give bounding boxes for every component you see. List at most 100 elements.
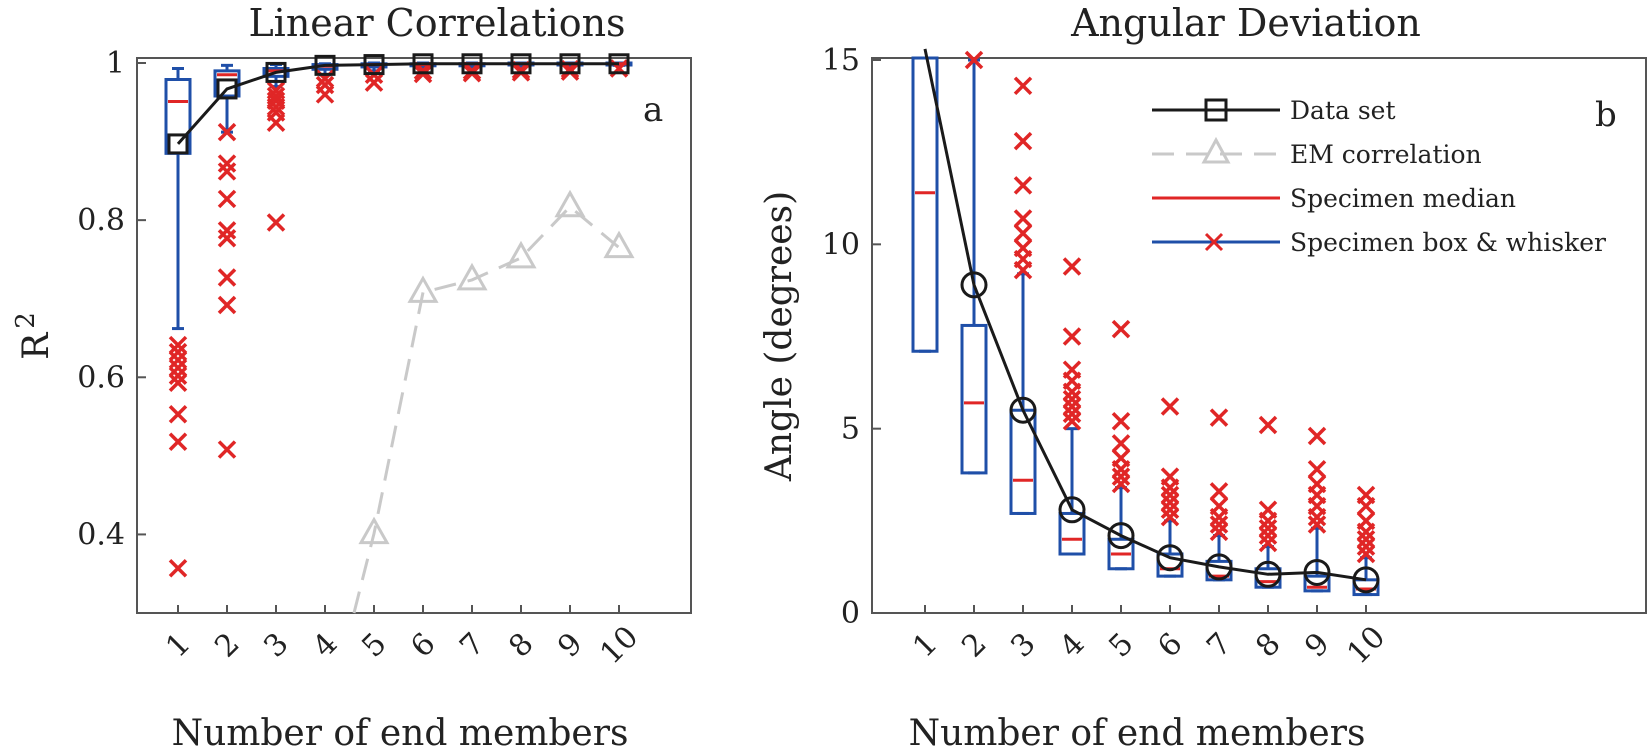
outlier-marker <box>1307 507 1327 527</box>
panel-a-ylabel-superscript: 2 <box>11 312 41 329</box>
y-tick-label: 10 <box>822 227 860 262</box>
x-tick-label: 1 <box>159 626 197 664</box>
em-correlation-line <box>352 204 620 614</box>
outlier-marker <box>1160 485 1180 505</box>
outlier-marker <box>1013 76 1033 96</box>
outlier-stroke <box>1062 404 1082 424</box>
outlier-stroke <box>1013 224 1033 243</box>
outlier-stroke <box>1111 319 1131 339</box>
outlier-stroke <box>1013 131 1033 151</box>
outlier-stroke <box>1356 530 1376 549</box>
x-tick-label: 9 <box>551 626 589 664</box>
x-tick-label: 3 <box>1004 626 1042 664</box>
outlier-stroke <box>964 50 984 70</box>
outlier-stroke <box>1111 412 1131 431</box>
panel-b-ylabel: Angle (degrees) <box>759 191 800 482</box>
dataset-marker <box>608 53 630 75</box>
outlier-stroke <box>1160 478 1180 497</box>
em-marker <box>358 516 390 545</box>
outlier-stroke <box>1062 389 1082 409</box>
panel-b-plot-area <box>871 57 1647 614</box>
outlier-stroke <box>1160 507 1180 527</box>
outlier-marker <box>1209 515 1229 534</box>
x-tick-label: 9 <box>1298 626 1336 664</box>
outlier-stroke <box>1209 482 1229 501</box>
outlier-marker <box>1160 500 1180 520</box>
dataset-marker <box>1107 522 1135 550</box>
outlier-stroke <box>315 85 335 104</box>
outlier-stroke <box>217 162 237 181</box>
outlier-marker <box>1111 412 1131 431</box>
outlier-marker <box>1258 415 1278 435</box>
outlier-marker <box>168 373 188 393</box>
outlier-stroke <box>266 97 286 117</box>
outlier-marker <box>1111 459 1131 479</box>
outlier-marker <box>217 154 237 173</box>
outlier-marker <box>1013 131 1033 151</box>
outlier-marker <box>1062 412 1082 431</box>
dataset-line <box>176 62 619 145</box>
outlier-marker <box>1111 319 1131 339</box>
outlier-stroke <box>1356 522 1376 542</box>
outlier-stroke <box>1356 544 1376 564</box>
outlier-stroke <box>1258 511 1278 531</box>
x-tick-label: 7 <box>453 626 491 664</box>
outlier-stroke <box>1062 382 1082 402</box>
outlier-stroke <box>1111 434 1131 453</box>
panel-a: Linear Correlations 0.40.60.811 2 3 4 5 6 7 8 9 1… <box>11 1 692 750</box>
outlier-marker <box>217 162 237 181</box>
outlier-marker <box>1258 511 1278 531</box>
outlier-marker <box>1062 257 1082 276</box>
x-tick-label: 8 <box>502 626 540 664</box>
legend-dataset-marker <box>1204 98 1228 122</box>
outlier-stroke <box>168 350 188 370</box>
box <box>1303 574 1331 593</box>
outlier-marker <box>168 558 188 578</box>
dataset-marker <box>1058 496 1086 524</box>
legend-outlier-marker <box>1204 232 1224 252</box>
outlier-marker <box>1356 496 1376 516</box>
outlier-marker <box>1258 533 1278 553</box>
outlier-marker <box>1209 522 1229 542</box>
outlier-marker <box>1160 478 1180 497</box>
outlier-marker <box>1160 507 1180 527</box>
outlier-marker <box>1013 176 1033 195</box>
outlier-stroke <box>266 113 286 132</box>
outlier-stroke <box>1258 518 1278 538</box>
outlier-stroke <box>217 154 237 173</box>
outlier-marker <box>1062 327 1082 346</box>
box <box>262 67 290 78</box>
outlier-marker <box>315 85 335 104</box>
dataset-marker <box>510 53 532 75</box>
outlier-stroke <box>1111 459 1131 479</box>
outlier-stroke <box>1209 515 1229 534</box>
outlier-marker <box>1258 518 1278 538</box>
panel-a-title: Linear Correlations <box>248 1 625 45</box>
box <box>1156 552 1184 578</box>
em-marker <box>456 262 488 291</box>
outlier-marker <box>168 335 188 355</box>
x-tick-label: 6 <box>1151 626 1189 664</box>
outlier-marker <box>964 50 984 70</box>
box <box>1058 511 1086 556</box>
box <box>911 56 939 353</box>
em-marker <box>505 240 537 269</box>
outlier-marker <box>168 358 188 378</box>
outlier-stroke <box>168 366 188 385</box>
outlier-stroke <box>1062 327 1082 346</box>
y-tick-label: 0 <box>841 596 860 631</box>
outlier-marker <box>1160 397 1180 416</box>
outlier-marker <box>217 228 237 248</box>
outlier-marker <box>413 61 433 81</box>
y-tick-label: 0.8 <box>77 203 125 238</box>
outlier-marker <box>1111 474 1131 494</box>
outlier-marker <box>1111 434 1131 453</box>
dataset-line <box>923 48 1367 582</box>
outlier-stroke <box>1013 260 1033 280</box>
panel-a-ylabel: R2 <box>11 312 57 360</box>
outlier-marker <box>364 73 384 92</box>
dataset-marker <box>412 53 434 75</box>
outlier-stroke <box>1307 507 1327 527</box>
x-tick-label: 4 <box>306 626 344 664</box>
